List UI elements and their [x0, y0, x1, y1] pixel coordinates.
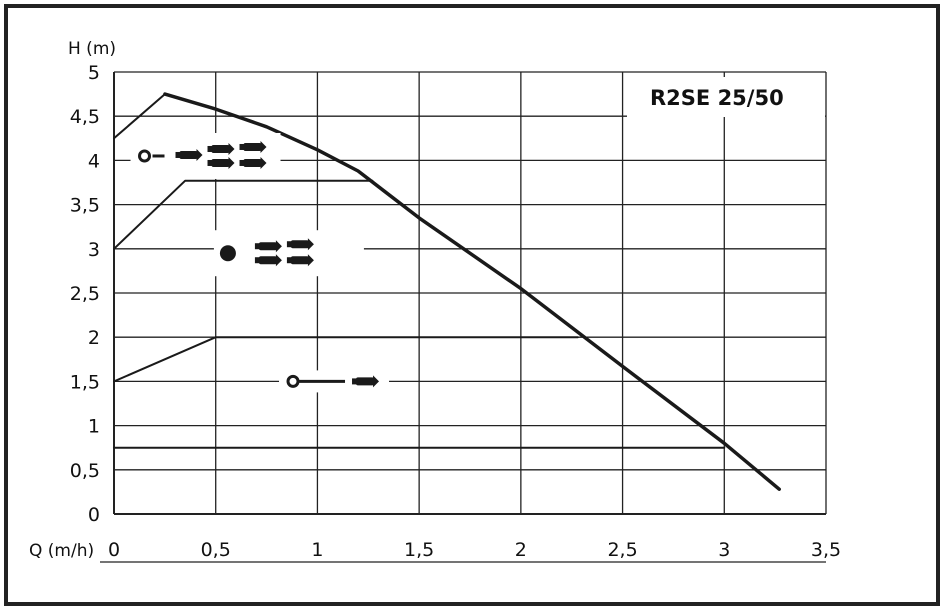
x-tick-label-3: 1,5: [404, 539, 434, 561]
mode-symbols: [130, 132, 390, 393]
arrow-icon: [286, 254, 314, 267]
curves: [113, 92, 781, 491]
x-tick-label-2: 1: [311, 539, 323, 561]
arrow-icon: [254, 240, 282, 253]
curve-mode-low: [113, 336, 579, 383]
model-label: R2SE 25/50: [650, 86, 784, 110]
x-tick-label-5: 2,5: [607, 539, 637, 561]
curve-mode-mid: [113, 179, 374, 250]
y-tick-label-9: 4,5: [70, 106, 100, 128]
y-tick-label-1: 0,5: [70, 460, 100, 482]
axis-labels: 0 0,5 1 1,5 2 2,5 3 3,5 4 4,5 5 0 0,5 1 1,5 2 2,5 3 3,5: [70, 62, 841, 561]
x-tick-label-0: 0: [108, 539, 120, 561]
symbol-mode-mid: [213, 230, 364, 277]
model-label-box: [627, 77, 825, 117]
open-circle-icon: [286, 374, 300, 388]
y-tick-label-3: 1,5: [70, 371, 100, 393]
arrow-icon: [352, 375, 380, 388]
x-tick-label-6: 3: [718, 539, 730, 561]
y-tick-label-8: 4: [88, 150, 100, 172]
symbol-background: [213, 230, 364, 277]
y-tick-label-2: 1: [88, 416, 100, 438]
curve-mode-high: [113, 93, 360, 172]
y-tick-label-0: 0: [88, 504, 100, 526]
symbol-mode-low: [279, 370, 390, 393]
arrow-icon: [207, 156, 235, 169]
x-axis-title: Q (m/h): [29, 541, 94, 561]
arrow-icon: [254, 254, 282, 267]
filled-circle-icon: [219, 245, 236, 262]
arrow-icon: [286, 238, 314, 251]
arrow-icon: [175, 148, 203, 161]
axes: [100, 72, 826, 563]
y-tick-label-5: 2,5: [70, 283, 100, 305]
x-tick-label-7: 3,5: [811, 539, 841, 561]
x-tick-label-4: 2: [515, 539, 527, 561]
x-tick-label-1: 0,5: [201, 539, 231, 561]
arrow-icon: [239, 156, 267, 169]
symbol-mode-high: [130, 132, 281, 179]
arrow-icon: [239, 140, 267, 153]
open-circle-icon: [138, 149, 152, 163]
y-tick-label-4: 2: [88, 327, 100, 349]
y-tick-label-7: 3,5: [70, 195, 100, 217]
y-tick-label-6: 3: [88, 239, 100, 261]
arrow-icon: [207, 142, 235, 155]
y-axis-title: H (m): [68, 39, 116, 59]
y-tick-label-10: 5: [88, 62, 100, 84]
